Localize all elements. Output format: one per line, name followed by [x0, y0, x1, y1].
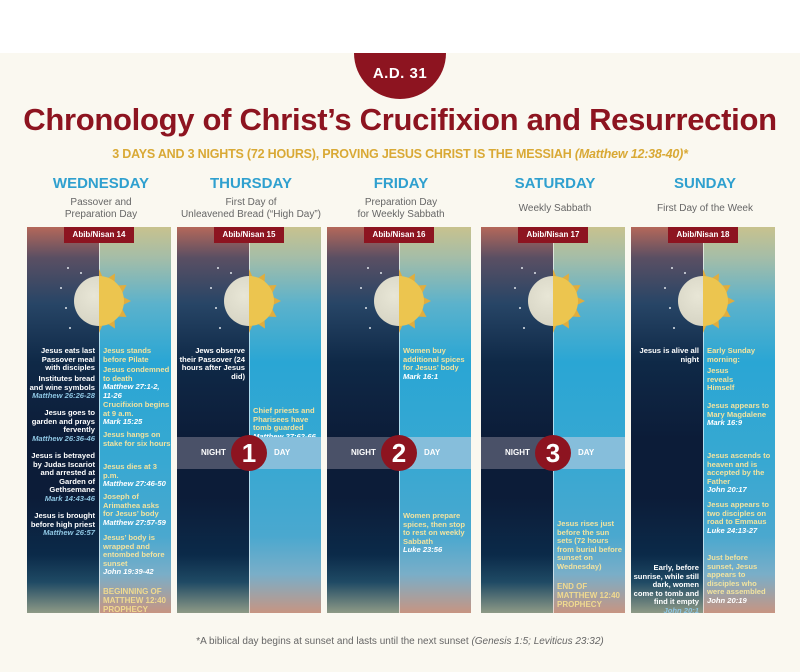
- subtitle: 3 DAYS AND 3 NIGHTS (72 HOURS), PROVING …: [0, 147, 800, 161]
- day-panel: Abib/Nisan 14 Jesus eats last Passover m…: [27, 227, 171, 613]
- sun-icon: [249, 269, 281, 333]
- night-event: Jews observe their Passover (24 hours af…: [179, 346, 245, 381]
- day-panel: Abib/Nisan 17 Jesus rises just before th…: [481, 227, 625, 613]
- day-event: Jesus’ body is wrapped and entombed befo…: [103, 533, 165, 577]
- night-event: Jesus eats last Passover meal with disci…: [40, 346, 95, 373]
- day-name: FRIDAY: [373, 175, 429, 192]
- day-event: Jesus dies at 3 p.m. Matthew 27:46-50: [103, 462, 166, 489]
- day-name: SATURDAY: [514, 175, 596, 192]
- day-event: Jesus condemned to death Matthew 27:1-2, …: [103, 365, 170, 400]
- sun-icon: [99, 269, 131, 333]
- day-count-marker: 3: [535, 435, 571, 471]
- day-column-sunday: SUNDAY First Day of the Week Abib/Nisan …: [631, 175, 779, 613]
- night-event: Jesus goes to garden and prays fervently…: [31, 408, 95, 443]
- day-name: WEDNESDAY: [52, 175, 150, 192]
- night-event: Institutes bread and wine symbols Matthew…: [29, 374, 95, 401]
- night-event: Jesus is alive all night: [639, 346, 699, 364]
- subtitle-ref: (Matthew 12:38-40)*: [574, 147, 688, 161]
- page-title: Chronology of Christ’s Crucifixion and R…: [23, 102, 777, 137]
- night-event: Jesus is brought before high priest Matth…: [30, 511, 95, 538]
- day-event: Jesus stands before Pilate: [103, 346, 152, 364]
- day-subtitle: Preparation Day for Weekly Sabbath: [357, 197, 445, 220]
- day-event: Early Sunday morning:: [707, 346, 756, 364]
- day-column-friday: FRIDAY Preparation Day for Weekly Sabbath…: [327, 175, 475, 613]
- day-subtitle: First Day of Unleavened Bread (“High Day”…: [180, 197, 322, 220]
- footnote: *A biblical day begins at sunset and las…: [196, 636, 604, 647]
- subtitle-text: 3 DAYS AND 3 NIGHTS (72 HOURS), PROVING …: [112, 147, 572, 161]
- night-day-band: NIGHT DAY 2: [327, 435, 471, 471]
- day-event: Women prepare spices, then stop to rest …: [403, 511, 466, 555]
- day-name: THURSDAY: [210, 175, 292, 192]
- day-event: Joseph of Arimathea asks for Jesus’ body…: [103, 492, 166, 527]
- day-column-wednesday: WEDNESDAY Passover and Preparation Day Ab…: [27, 175, 175, 613]
- nisan-date-label: Abib/Nisan 18: [668, 227, 738, 243]
- day-count-marker: 2: [381, 435, 417, 471]
- day-subtitle: Passover and Preparation Day: [64, 197, 138, 220]
- day-column-thursday: THURSDAY First Day of Unleavened Bread (“…: [177, 175, 325, 613]
- day-event: Jesus appears to two disciples on road t…: [707, 500, 770, 535]
- day-name: SUNDAY: [674, 175, 736, 192]
- day-count-marker: 1: [231, 435, 267, 471]
- night-day-band: NIGHT DAY 3: [481, 435, 625, 471]
- sun-icon: [553, 269, 585, 333]
- prophecy-start-label: BEGINNING OF MATTHEW 12:40 PROPHECY: [103, 587, 166, 613]
- day-event: Women buy additional spices for Jesus’ b…: [403, 346, 465, 381]
- sun-icon: [399, 269, 431, 333]
- day-event: Jesus appears to Mary Magdalene Mark 16:9: [707, 401, 770, 428]
- day-event: Jesus ascends to heaven and is accepted …: [707, 451, 771, 495]
- night-event: Early, before sunrise, while still dark,…: [633, 563, 699, 613]
- day-event: Jesus rises just before the sun sets (72…: [557, 519, 622, 571]
- day-event: Just before sunset, Jesus appears to dis…: [707, 553, 766, 605]
- nisan-date-label: Abib/Nisan 16: [364, 227, 434, 243]
- nisan-date-label: Abib/Nisan 14: [64, 227, 134, 243]
- day-event: Jesus reveals Himself: [707, 366, 735, 393]
- nisan-date-label: Abib/Nisan 17: [518, 227, 588, 243]
- sun-icon: [703, 269, 735, 333]
- day-subtitle: Weekly Sabbath: [518, 203, 592, 214]
- day-column-saturday: SATURDAY Weekly Sabbath Abib/Nisan 17 Je…: [481, 175, 629, 613]
- night-day-band: NIGHT DAY 1: [177, 435, 321, 471]
- day-event: Jesus hangs on stake for six hours: [103, 430, 171, 448]
- day-panel: Abib/Nisan 15 Jews observe their Passove…: [177, 227, 321, 613]
- day-panel: Abib/Nisan 16 Women buy additional spice…: [327, 227, 471, 613]
- day-event: Crucifixion begins at 9 a.m. Mark 15:25: [103, 400, 170, 427]
- nisan-date-label: Abib/Nisan 15: [214, 227, 284, 243]
- day-panel: Abib/Nisan 18 Jesus is alive all night E…: [631, 227, 775, 613]
- day-subtitle: First Day of the Week: [657, 203, 753, 214]
- day-event: Chief priests and Pharisees have tomb gu…: [253, 406, 316, 440]
- prophecy-end-label: END OF MATTHEW 12:40 PROPHECY: [557, 582, 620, 609]
- night-event: Jesus is betrayed by Judas Iscariot and …: [31, 451, 95, 503]
